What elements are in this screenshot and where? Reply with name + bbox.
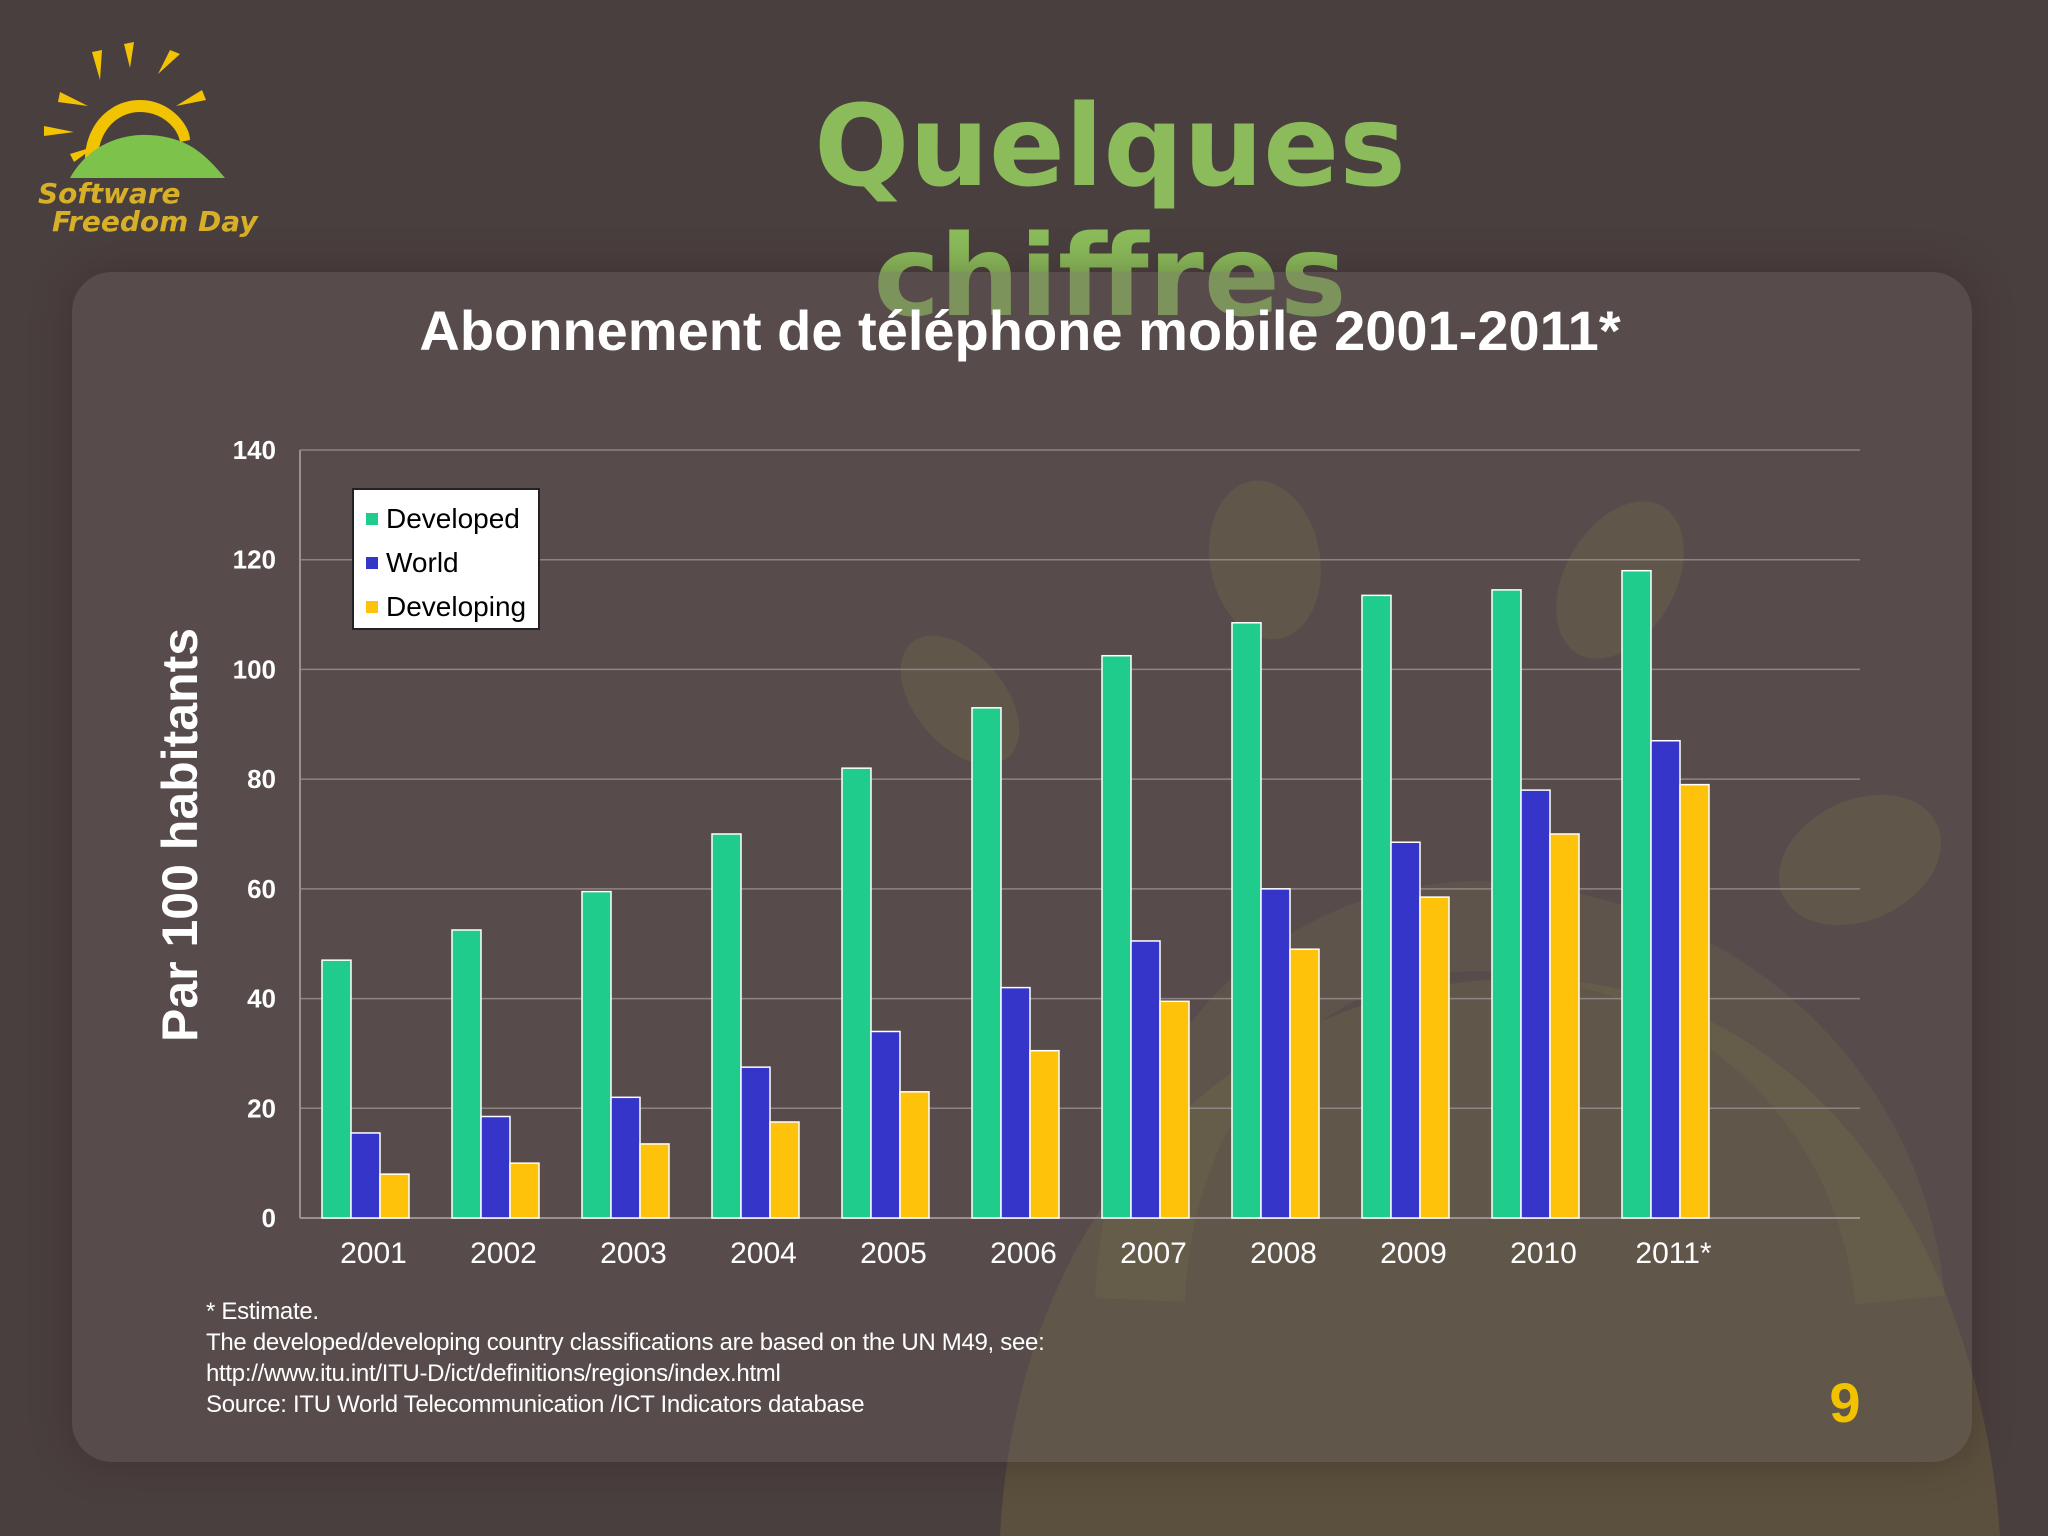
legend-label-developed: Developed xyxy=(386,503,520,534)
bar-world xyxy=(1130,940,1161,1219)
y-tick-label: 80 xyxy=(247,764,276,794)
bar-developed xyxy=(841,767,872,1219)
y-tick-label: 140 xyxy=(233,435,276,465)
page-number: 9 xyxy=(1829,1371,1861,1434)
bar-world xyxy=(1260,888,1291,1219)
x-tick-label: 2006 xyxy=(990,1237,1057,1270)
chart-legend: Developed World Developing xyxy=(352,488,540,630)
y-tick-label: 20 xyxy=(247,1093,276,1123)
bar-developed xyxy=(1621,569,1652,1219)
footnote-link: http://www.itu.int/ITU-D/ict/definitions… xyxy=(206,1360,781,1387)
footnote-classification: The developed/developing country classif… xyxy=(206,1329,1045,1356)
bar-developing xyxy=(1159,1000,1190,1219)
bar-world xyxy=(1390,841,1421,1219)
x-tick-label: 2003 xyxy=(600,1237,667,1270)
bar-world xyxy=(1520,789,1551,1219)
x-tick-label: 2011* xyxy=(1635,1237,1712,1270)
legend-item-developed: Developed xyxy=(366,502,520,536)
x-tick-label: 2007 xyxy=(1120,1237,1187,1270)
bar-world xyxy=(1650,739,1681,1219)
bar-developed xyxy=(1231,622,1262,1219)
bar-developed xyxy=(451,929,482,1219)
x-tick-label: 2004 xyxy=(730,1237,797,1270)
x-tick-label: 2002 xyxy=(470,1237,537,1270)
bar-developed xyxy=(1491,589,1522,1219)
bar-developing xyxy=(1289,948,1320,1219)
bar-world xyxy=(1000,986,1031,1219)
bar-developed xyxy=(321,959,352,1219)
bar-developing xyxy=(769,1121,800,1219)
footnote-source: Source: ITU World Telecommunication /ICT… xyxy=(206,1391,865,1418)
bar-developed xyxy=(1101,654,1132,1219)
y-axis-label: Par 100 habitants xyxy=(152,628,208,1042)
x-tick-label: 2010 xyxy=(1510,1237,1577,1270)
bar-world xyxy=(610,1096,641,1219)
bar-developing xyxy=(639,1143,670,1219)
bar-developed xyxy=(971,707,1002,1219)
y-tick-label: 40 xyxy=(247,984,276,1014)
x-tick-label: 2005 xyxy=(860,1237,927,1270)
bar-world xyxy=(350,1132,381,1219)
bar-world xyxy=(480,1115,511,1219)
bar-developing xyxy=(509,1162,540,1219)
software-freedom-day-logo: Software Freedom Day xyxy=(30,30,258,250)
chart-title: Abonnement de téléphone mobile 2001-2011… xyxy=(419,299,1621,362)
legend-item-world: World xyxy=(366,546,459,580)
logo-text-freedom-day: Freedom Day xyxy=(52,205,258,238)
y-tick-label: 0 xyxy=(262,1203,276,1233)
slide-title: Quelques chiffres xyxy=(814,82,1406,342)
bar-developing xyxy=(1549,833,1580,1219)
sun-logo-icon xyxy=(44,42,225,178)
bar-developed xyxy=(711,833,742,1219)
chart-footnotes: * Estimate. The developed/developing cou… xyxy=(206,1296,1506,1420)
bar-developing xyxy=(1419,896,1450,1219)
legend-label-developing: Developing xyxy=(386,591,527,622)
legend-swatch-developed xyxy=(366,513,378,525)
x-tick-label: 2001 xyxy=(340,1237,407,1270)
bar-world xyxy=(870,1030,901,1219)
bar-developing xyxy=(1029,1049,1060,1219)
footnote-estimate: * Estimate. xyxy=(206,1298,319,1325)
bar-world xyxy=(740,1066,771,1219)
x-tick-label: 2009 xyxy=(1380,1237,1447,1270)
y-tick-label: 100 xyxy=(233,654,276,684)
x-tick-label: 2008 xyxy=(1250,1237,1317,1270)
legend-item-developing: Developing xyxy=(366,590,526,624)
bar-developed xyxy=(1361,594,1392,1219)
bar-developing xyxy=(899,1091,930,1219)
logo-text-software: Software xyxy=(38,177,181,210)
legend-label-world: World xyxy=(386,547,459,578)
legend-swatch-developing xyxy=(366,601,378,613)
y-tick-label: 120 xyxy=(233,545,276,575)
legend-swatch-world xyxy=(366,557,378,569)
bar-developed xyxy=(581,890,612,1219)
bar-developing xyxy=(1679,783,1710,1219)
bar-developing xyxy=(379,1173,410,1219)
y-tick-label: 60 xyxy=(247,874,276,904)
